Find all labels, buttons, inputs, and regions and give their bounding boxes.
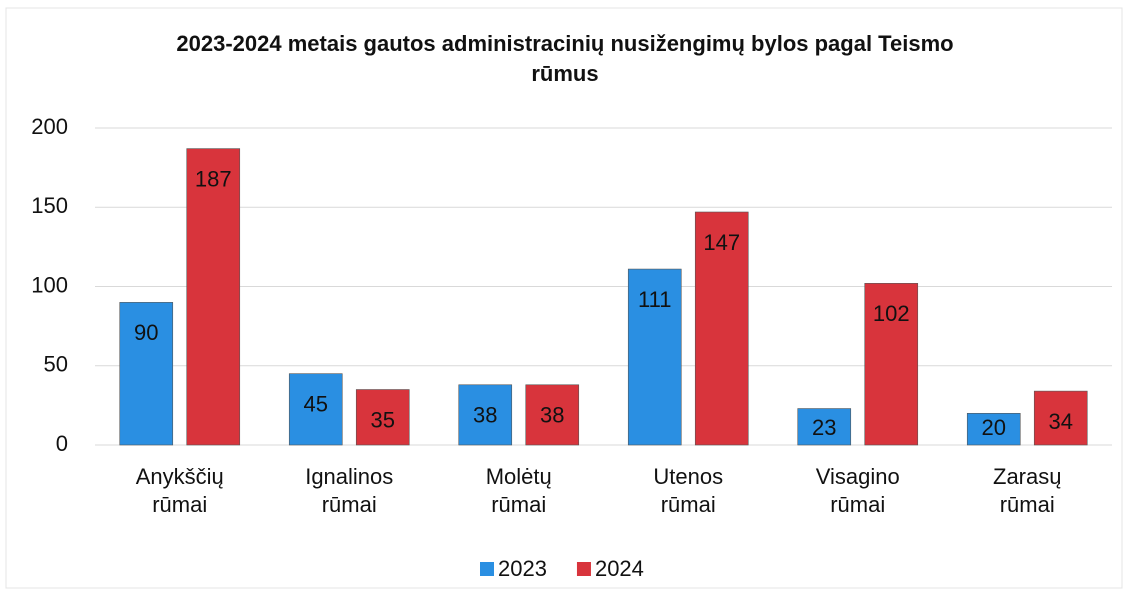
legend-label: 2024: [595, 556, 644, 581]
x-tick-label: Zarasų rūmai: [993, 464, 1061, 517]
bar: [864, 283, 919, 446]
legend-label: 2023: [498, 556, 547, 581]
chart-title: 2023-2024 metais gautos administracinių …: [176, 31, 953, 86]
chart-frame: [5, 7, 1123, 589]
data-label: 20: [982, 415, 1006, 440]
data-label: 45: [304, 391, 328, 416]
bar: [458, 384, 513, 446]
y-tick-label: 100: [31, 272, 68, 297]
data-label: 187: [195, 166, 232, 191]
data-label: 35: [371, 407, 395, 432]
legend-swatch: [480, 562, 494, 576]
bar: [186, 148, 241, 446]
data-label: 38: [473, 403, 497, 428]
y-tick-label: 200: [31, 114, 68, 139]
bar: [119, 302, 174, 446]
data-label: 38: [540, 403, 564, 428]
bar: [525, 384, 580, 446]
bar: [1033, 390, 1088, 446]
y-tick-label: 50: [44, 352, 68, 377]
bar: [797, 408, 852, 446]
bar: [966, 412, 1021, 446]
data-label: 147: [703, 230, 740, 255]
x-tick-label: Molėtų rūmai: [486, 464, 552, 517]
x-tick-label: Visagino rūmai: [816, 464, 900, 517]
x-tick-label: Anykščių rūmai: [136, 464, 224, 517]
legend-swatch: [576, 562, 591, 576]
x-tick-label: Ignalinos rūmai: [305, 464, 393, 517]
bar: [694, 211, 749, 446]
data-label: 23: [812, 415, 836, 440]
data-label: 34: [1049, 409, 1073, 434]
data-label: 102: [873, 301, 910, 326]
y-tick-label: 150: [31, 193, 68, 218]
data-label: 111: [638, 287, 671, 312]
bar: [288, 373, 343, 446]
bar: [355, 389, 410, 446]
bar: [627, 268, 682, 446]
y-tick-label: 0: [56, 431, 68, 456]
data-label: 90: [134, 320, 158, 345]
x-tick-label: Utenos rūmai: [653, 464, 723, 517]
